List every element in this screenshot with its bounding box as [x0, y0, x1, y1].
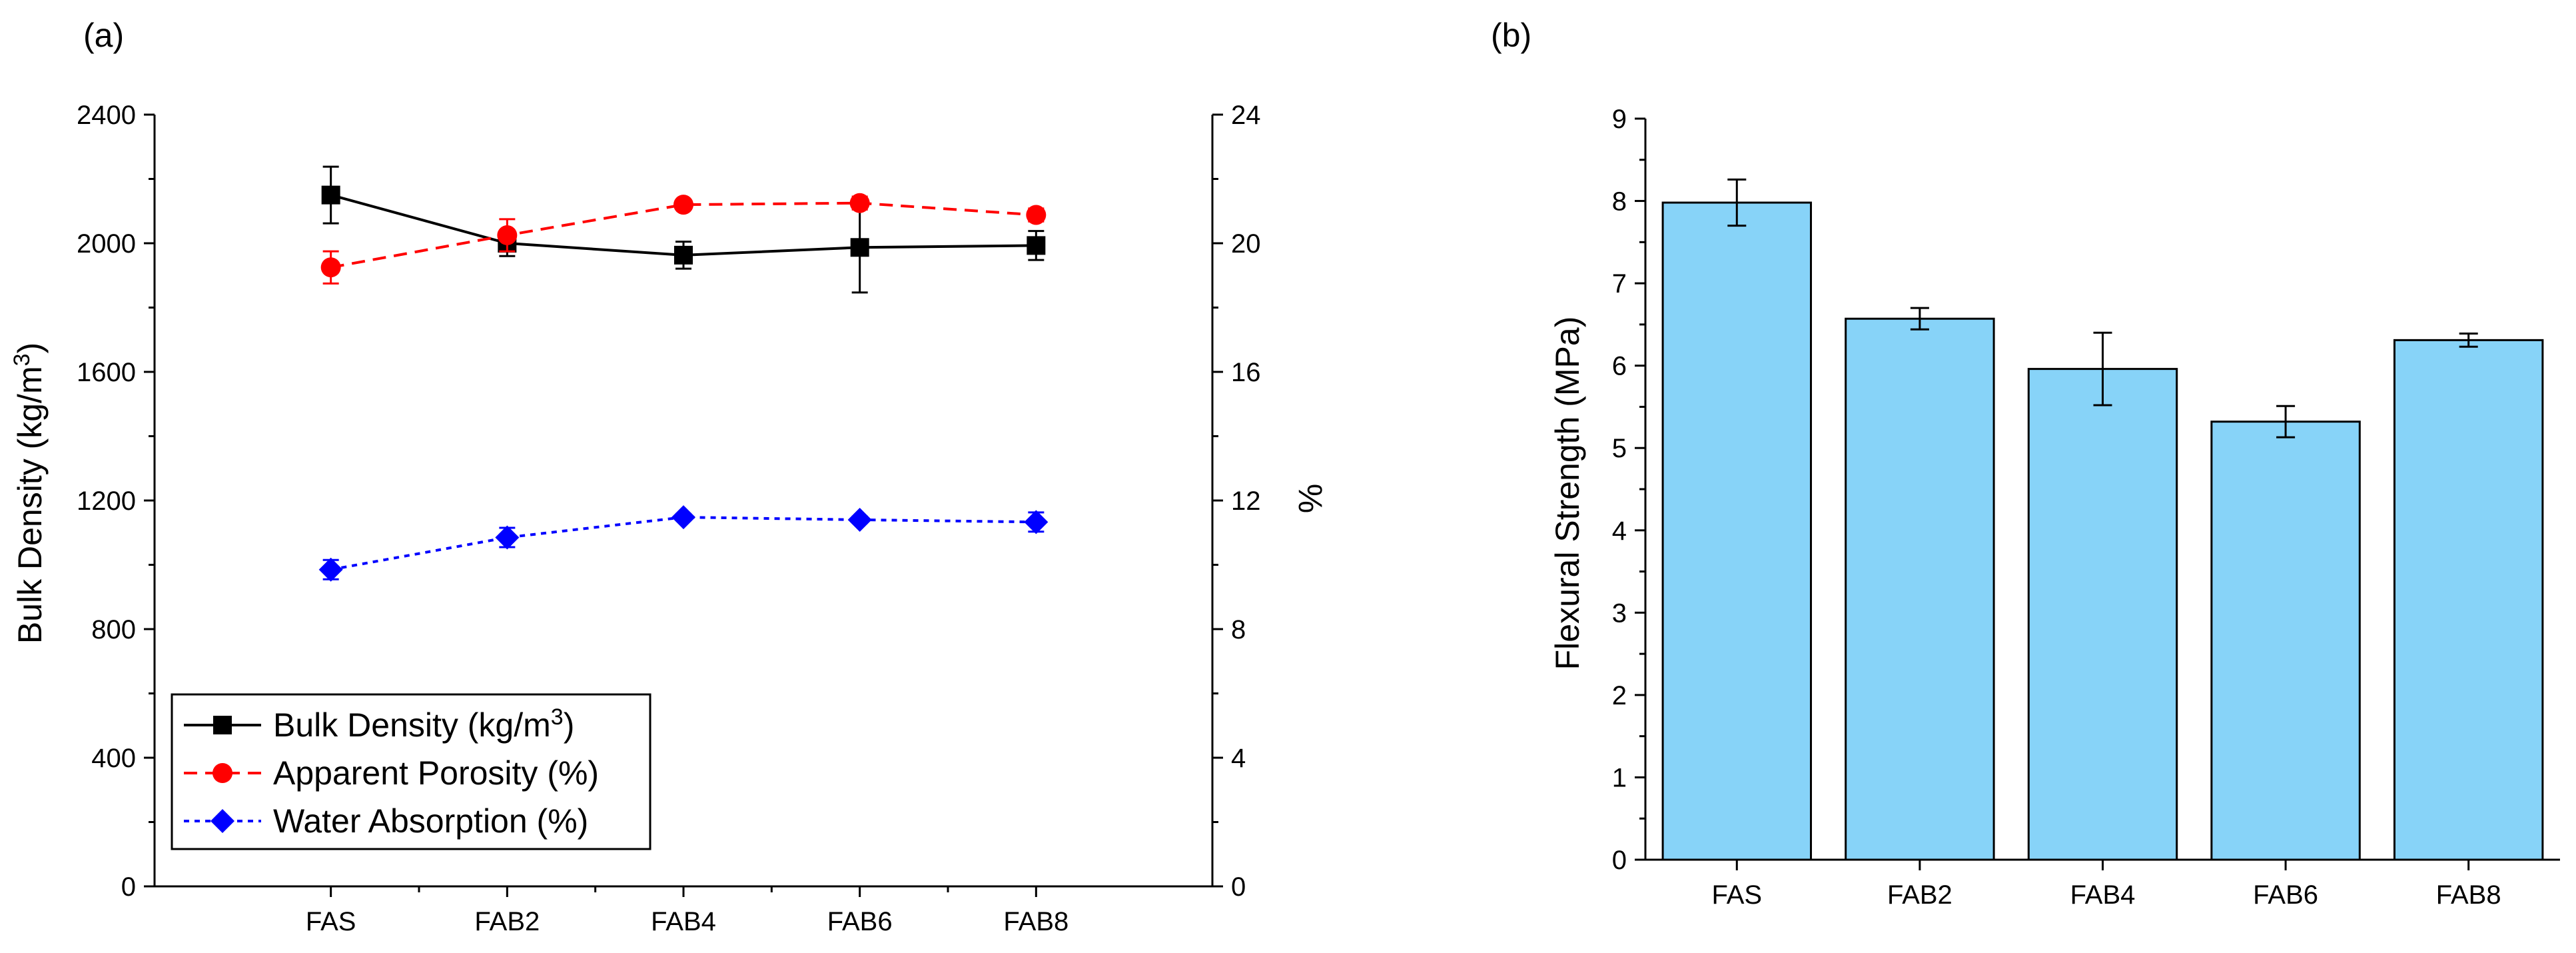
y-tick-label: 0	[1612, 846, 1627, 875]
right-tick-label: 24	[1231, 101, 1261, 130]
bar	[1661, 201, 1813, 861]
legend-label-main: Apparent Porosity (%)	[273, 754, 599, 792]
legend-marker	[213, 763, 232, 783]
panel-a-series	[318, 165, 1049, 582]
bar	[2393, 339, 2544, 861]
left-tick-label: 2400	[77, 101, 136, 130]
left-tick-label: 0	[121, 872, 136, 902]
data-point	[1027, 236, 1046, 255]
data-point	[674, 245, 693, 265]
data-point	[495, 525, 520, 550]
right-tick-label: 8	[1231, 615, 1246, 644]
y-tick-label: 3	[1612, 598, 1627, 628]
panel-a-right-axis-title: %	[1292, 484, 1329, 513]
series-1	[320, 193, 1047, 285]
panel-b-y-axis-title: Flexural Strength (MPa)	[1549, 317, 1586, 670]
series-2	[318, 505, 1049, 582]
left-tick-label: 400	[91, 744, 136, 773]
legend-label-main: Water Absorption (%)	[273, 802, 588, 840]
data-point	[847, 507, 872, 532]
data-point	[318, 557, 343, 582]
y-tick-label: 2	[1612, 681, 1627, 710]
legend-label: Apparent Porosity (%)	[273, 754, 599, 792]
panel-a-left-axis-title: Bulk Density (kg/m3)	[9, 343, 49, 644]
legend-marker	[211, 809, 234, 833]
x-tick-label: FAB6	[827, 907, 893, 936]
x-tick-label: FAB4	[651, 907, 716, 936]
legend-label: Bulk Density (kg/m3)	[273, 704, 574, 744]
bar	[2027, 368, 2178, 861]
left-tick-label: 2000	[77, 229, 136, 259]
left-tick-label: 800	[91, 615, 136, 644]
panel-b-axes: FAS FAB2 FAB4 FAB6 FAB8 0 1 2 3 4 5 6 7 8 9	[1612, 105, 2560, 910]
series-line	[330, 201, 1037, 269]
y-tick-label: 9	[1612, 105, 1627, 134]
panel-a-legend: Bulk Density (kg/m3) Apparent Porosity (%…	[171, 693, 651, 850]
panel-b-label: (b)	[1491, 17, 1531, 54]
right-tick-label: 4	[1231, 744, 1246, 773]
bar	[1845, 317, 1995, 861]
x-tick-label: FAB4	[2070, 880, 2136, 910]
data-point	[497, 225, 518, 245]
y-tick-label: 7	[1612, 269, 1627, 299]
y-tick-label: 5	[1612, 434, 1627, 463]
data-point	[321, 185, 340, 205]
legend-label-sup: 3	[551, 704, 564, 730]
data-point	[1024, 510, 1049, 534]
data-point	[1026, 205, 1047, 225]
series-0	[321, 165, 1046, 294]
right-tick-label: 16	[1231, 358, 1261, 387]
bar	[2210, 421, 2361, 861]
panel-a-line-chart: (a) 0 400 800 1200 1600 2000 2400 0 4 8 12 16 20 24 FA…	[9, 17, 1329, 936]
data-point	[849, 193, 870, 213]
legend-marker	[213, 716, 232, 734]
legend-label-main: Bulk Density (kg/m	[273, 706, 551, 744]
panel-b-bar-chart: (b) FAS FAB2 FAB4 FAB6 FAB8 0 1 2 3 4 5 6 7 8 9 Flexur…	[1491, 17, 2560, 910]
y-tick-label: 8	[1612, 187, 1627, 217]
y-tick-label: 6	[1612, 352, 1627, 381]
x-tick-label: FAB8	[2436, 880, 2501, 910]
right-tick-label: 20	[1231, 229, 1261, 259]
panel-a-label: (a)	[83, 17, 124, 54]
left-tick-label: 1600	[77, 358, 136, 387]
legend-label: Water Absorption (%)	[273, 802, 588, 840]
data-point	[673, 195, 693, 215]
legend-label-end: )	[564, 706, 575, 744]
right-tick-label: 0	[1231, 872, 1246, 902]
x-tick-label: FAS	[306, 907, 356, 936]
x-tick-label: FAB2	[474, 907, 540, 936]
x-tick-label: FAB8	[1003, 907, 1069, 936]
x-tick-label: FAB6	[2253, 880, 2318, 910]
panel-b-bars	[1661, 178, 2544, 861]
data-point	[850, 238, 869, 257]
data-point	[320, 257, 341, 278]
left-tick-label: 1200	[77, 486, 136, 516]
x-tick-label: FAS	[1712, 880, 1763, 910]
panel-a-axes: 0 400 800 1200 1600 2000 2400 0 4 8 12 16 20 24 FAS FAB…	[77, 101, 1260, 936]
data-point	[671, 505, 695, 530]
x-tick-label: FAB2	[1887, 880, 1952, 910]
y-tick-label: 1	[1612, 763, 1627, 792]
right-tick-label: 12	[1231, 486, 1261, 516]
y-tick-label: 4	[1612, 516, 1627, 546]
